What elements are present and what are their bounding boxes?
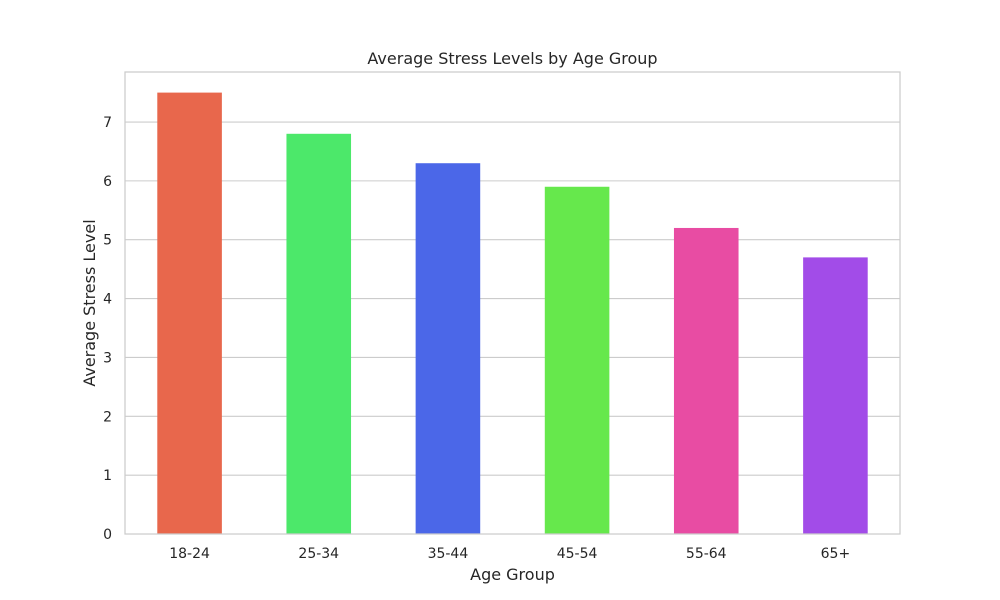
y-tick-label: 7	[103, 115, 112, 131]
bar-65+	[803, 257, 868, 534]
y-tick-label: 3	[103, 350, 112, 366]
bar-45-54	[544, 186, 610, 534]
y-tick-label: 4	[103, 292, 112, 308]
x-tick-label: 55-64	[686, 546, 727, 562]
gridlines	[125, 121, 900, 535]
bar-35-44	[415, 163, 481, 534]
bars	[157, 92, 868, 534]
chart-title: Average Stress Levels by Age Group	[367, 49, 657, 68]
y-tick-label: 6	[103, 174, 112, 190]
y-tick-label: 0	[103, 527, 112, 543]
bar-55-64	[673, 227, 739, 534]
x-tick-label: 25-34	[298, 546, 339, 562]
y-tick-labels: 0 1 2 3 4 5 6 7	[103, 115, 112, 543]
plot-frame	[124, 71, 901, 535]
bar-18-24	[157, 92, 222, 534]
bar-25-34	[286, 133, 352, 534]
x-tick-label: 35-44	[428, 546, 469, 562]
y-axis-label: Average Stress Level	[80, 219, 99, 386]
x-tick-label: 18-24	[169, 546, 210, 562]
x-tick-labels: 18-24 25-34 35-44 45-54 55-64 65+	[169, 546, 850, 562]
y-tick-label: 1	[103, 468, 112, 484]
x-tick-label: 45-54	[557, 546, 598, 562]
y-tick-label: 5	[103, 233, 112, 249]
x-axis-label: Age Group	[470, 565, 555, 584]
x-tick-label: 65+	[821, 546, 851, 562]
y-tick-label: 2	[103, 409, 112, 425]
plot-area	[125, 72, 900, 534]
